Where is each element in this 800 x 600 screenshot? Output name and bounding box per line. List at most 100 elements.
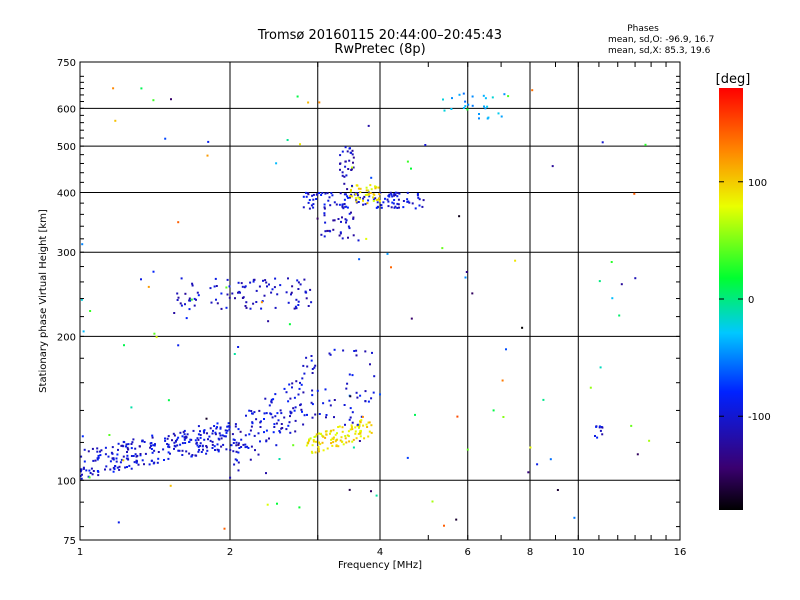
x-tick-label: 16 — [674, 547, 687, 558]
echo-point — [112, 87, 115, 90]
echo-point — [190, 455, 193, 458]
echo-point — [364, 400, 367, 403]
echo-point — [252, 302, 255, 305]
echo-point — [323, 214, 326, 217]
echo-point — [274, 415, 277, 418]
echo-point — [380, 204, 383, 207]
echo-point — [351, 374, 354, 377]
echo-point — [297, 304, 300, 306]
echo-point — [357, 201, 360, 203]
echo-point — [150, 444, 152, 447]
echo-point — [450, 108, 453, 110]
echo-point — [531, 89, 534, 92]
echo-point — [357, 187, 360, 190]
echo-point — [116, 466, 119, 469]
echo-point — [271, 416, 274, 419]
echo-point — [82, 330, 85, 333]
echo-point — [215, 427, 218, 430]
echo-point — [352, 217, 355, 220]
echo-point — [356, 396, 359, 399]
data-points — [79, 87, 651, 530]
echo-point — [179, 302, 182, 305]
echo-point — [333, 201, 336, 204]
echo-point — [356, 184, 359, 187]
echo-point — [107, 455, 110, 458]
echo-point — [297, 300, 300, 303]
echo-point — [251, 412, 253, 415]
echo-point — [185, 450, 188, 453]
echo-point — [152, 99, 155, 102]
echo-point — [217, 449, 220, 452]
echo-point — [347, 196, 349, 199]
echo-point — [338, 425, 341, 428]
echo-point — [424, 144, 427, 146]
echo-point — [157, 457, 160, 460]
echo-point — [344, 435, 347, 437]
echo-point — [321, 192, 324, 194]
echo-point — [211, 447, 214, 449]
echo-point — [599, 366, 602, 369]
y-tick-label: 500 — [57, 142, 76, 153]
echo-point — [193, 304, 196, 307]
echo-point — [345, 441, 348, 444]
echo-point — [252, 280, 255, 283]
echo-point — [305, 191, 307, 194]
echo-point — [181, 435, 184, 438]
echo-point — [348, 488, 351, 491]
echo-point — [196, 437, 199, 440]
echo-point — [330, 192, 333, 195]
echo-point — [273, 423, 276, 426]
echo-point — [185, 435, 187, 438]
echo-point — [311, 394, 314, 397]
echo-point — [79, 470, 82, 473]
echo-point — [320, 194, 323, 196]
echo-point — [279, 431, 282, 434]
echo-point — [328, 196, 331, 199]
echo-point — [300, 408, 303, 411]
echo-point — [351, 166, 354, 169]
echo-point — [346, 206, 349, 209]
echo-point — [123, 344, 125, 347]
echo-point — [503, 93, 506, 96]
echo-point — [478, 117, 480, 120]
echo-point — [251, 422, 254, 425]
echo-point — [237, 469, 240, 472]
echo-point — [302, 206, 305, 209]
echo-point — [391, 195, 394, 198]
echo-point — [343, 193, 346, 196]
x-tick-label: 6 — [465, 547, 471, 558]
echo-point — [549, 458, 552, 461]
echo-point — [226, 278, 229, 281]
echo-point — [323, 207, 326, 210]
echo-point — [596, 436, 599, 439]
echo-point — [302, 423, 305, 426]
echo-point — [352, 216, 355, 219]
echo-point — [341, 216, 343, 219]
echo-point — [285, 291, 288, 294]
echo-point — [335, 203, 338, 206]
echo-point — [197, 438, 200, 441]
echo-point — [82, 466, 85, 469]
y-tick-label: 300 — [57, 248, 76, 259]
echo-point — [363, 195, 366, 198]
echo-point — [348, 227, 351, 230]
echo-point — [234, 423, 237, 426]
echo-point — [89, 310, 92, 312]
echo-point — [389, 191, 392, 194]
echo-point — [253, 278, 256, 281]
echo-point — [644, 143, 647, 146]
echo-point — [478, 113, 480, 115]
y-tick-label: 200 — [57, 332, 76, 343]
echo-point — [216, 443, 219, 446]
echo-point — [355, 437, 358, 440]
echo-point — [232, 450, 235, 453]
echo-point — [298, 506, 301, 509]
echo-point — [303, 414, 306, 417]
echo-point — [197, 425, 200, 428]
echo-point — [344, 146, 347, 149]
echo-point — [382, 201, 385, 204]
echo-point — [111, 452, 114, 455]
echo-point — [126, 451, 128, 453]
echo-point — [630, 424, 633, 427]
echo-point — [451, 97, 453, 100]
